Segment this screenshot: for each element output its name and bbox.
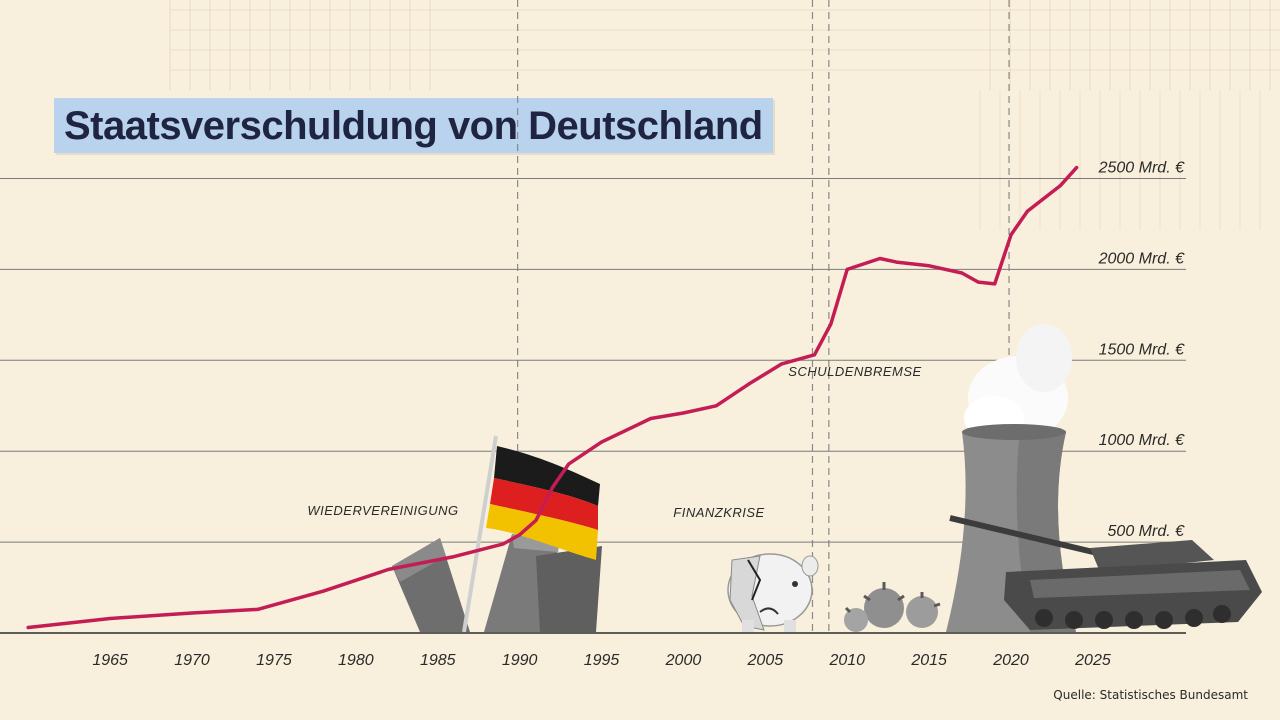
x-tick-label: 2005 — [747, 652, 784, 669]
y-tick-label: 2500 Mrd. € — [1098, 160, 1185, 177]
x-tick-label: 1975 — [256, 652, 292, 669]
data-point — [1009, 233, 1013, 237]
y-tick-label: 500 Mrd. € — [1108, 523, 1186, 540]
x-tick-label: 1970 — [174, 652, 210, 669]
y-tick-label: 1000 Mrd. € — [1099, 432, 1185, 449]
data-point — [1074, 165, 1079, 170]
berlin-wall-icon — [392, 534, 602, 632]
data-point — [960, 271, 964, 275]
data-point — [927, 264, 931, 268]
coronavirus-icon — [844, 582, 941, 632]
data-point — [26, 625, 30, 630]
source-note: Quelle: Statistisches Bundesamt — [1053, 688, 1248, 702]
data-point — [1042, 196, 1046, 201]
data-point — [567, 462, 571, 466]
data-point — [452, 555, 456, 559]
y-tick-label: 2000 Mrd. € — [1098, 250, 1185, 267]
data-point — [599, 440, 604, 444]
data-point — [812, 353, 817, 357]
data-point — [845, 267, 849, 271]
x-tick-label: 2000 — [665, 652, 702, 669]
data-point — [649, 416, 653, 421]
data-point — [387, 567, 391, 571]
broken-piggy-bank-icon — [727, 553, 819, 632]
x-tick-label: 2020 — [992, 652, 1029, 669]
data-point — [1058, 184, 1062, 188]
data-point — [321, 589, 325, 593]
data-point — [1025, 209, 1030, 213]
x-axis-labels: 1965 1970 1975 1980 1985 1990 1995 2000 2005 2010… — [92, 652, 1110, 669]
data-point — [518, 533, 522, 537]
chart-title-box: Staatsverschuldung von Deutschland — [54, 98, 773, 153]
x-tick-label: 1995 — [584, 652, 620, 669]
data-point — [829, 322, 833, 326]
event-annotation-label: SCHULDENBREMSE — [788, 364, 921, 379]
data-point — [714, 404, 718, 408]
x-tick-label: 1985 — [420, 652, 456, 669]
x-tick-label: 2025 — [1074, 652, 1111, 669]
data-point — [878, 256, 882, 261]
data-point — [747, 382, 751, 386]
x-tick-label: 1965 — [92, 652, 128, 669]
event-annotation-label: WIEDERVEREINIGUNG — [307, 503, 458, 518]
x-tick-label: 1980 — [338, 652, 374, 669]
data-point — [976, 280, 980, 284]
data-point — [894, 260, 898, 264]
series-points — [26, 165, 1079, 630]
series-line-debt — [26, 165, 1079, 630]
data-point — [108, 616, 112, 621]
data-point — [780, 362, 784, 366]
event-annotation-label: FINANZKRISE — [673, 505, 764, 520]
x-tick-label: 1990 — [502, 652, 538, 669]
data-point — [550, 485, 555, 490]
y-axis-labels: 500 Mrd. € 1000 Mrd. € 1500 Mrd. € 2000 Mrd… — [1098, 160, 1185, 541]
x-tick-label: 2015 — [910, 652, 947, 669]
event-lines — [517, 0, 1010, 633]
data-point — [681, 411, 686, 415]
y-tick-label: 1500 Mrd. € — [1099, 341, 1185, 358]
tank-icon — [949, 515, 1262, 630]
data-point — [993, 282, 997, 286]
paper-grid — [169, 0, 1280, 230]
data-point — [255, 607, 260, 611]
data-point — [534, 518, 538, 522]
event-annotations: WIEDERVEREINIGUNG FINANZKRISE SCHULDENBREM… — [307, 364, 921, 520]
chart-title: Staatsverschuldung von Deutschland — [64, 104, 763, 148]
data-point — [501, 542, 505, 546]
x-tick-label: 2010 — [828, 652, 865, 669]
data-point — [190, 611, 194, 615]
